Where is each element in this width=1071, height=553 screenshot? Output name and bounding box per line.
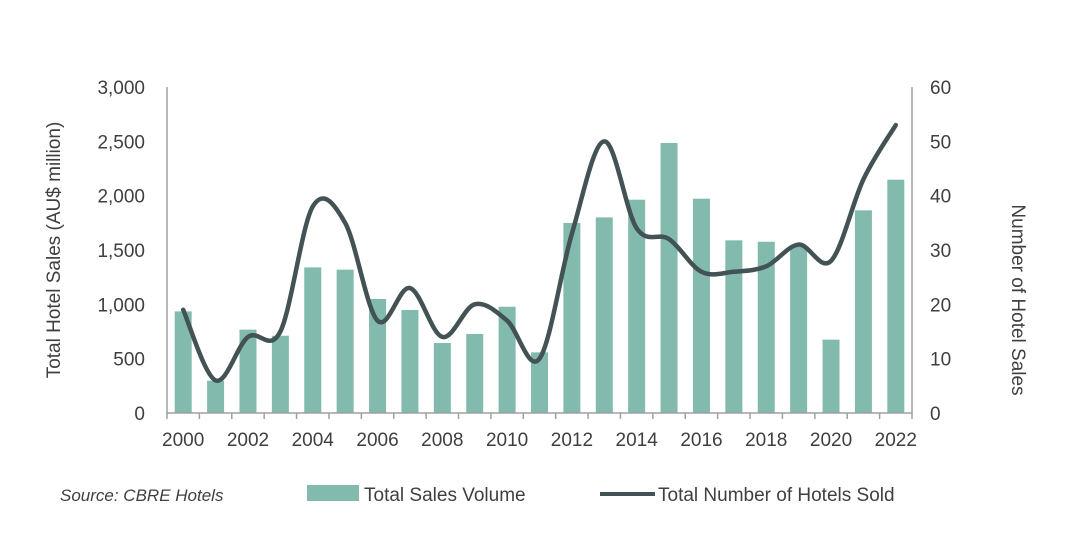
bar-2017: [725, 240, 742, 413]
y-tick-label-left: 3,000: [97, 78, 145, 99]
bar-2013: [596, 217, 613, 413]
x-tick-label: 2022: [875, 430, 917, 451]
bar-series: [175, 143, 905, 413]
bar-2004: [304, 267, 321, 413]
x-tick-label: 2012: [551, 430, 593, 451]
bar-2008: [434, 343, 451, 413]
x-tick-label: 2002: [227, 430, 269, 451]
x-tick-label: 2010: [486, 430, 528, 451]
y-tick-label-right: 20: [930, 295, 951, 316]
x-tick-label: 2016: [680, 430, 722, 451]
bar-2022: [887, 180, 904, 413]
line-series: [183, 125, 896, 381]
source-note: Source: CBRE Hotels: [60, 486, 224, 505]
y-tick-label-right: 0: [930, 404, 941, 425]
bar-2006: [369, 299, 386, 413]
bar-2020: [823, 340, 840, 413]
bar-2016: [693, 199, 710, 413]
y-tick-label-left: 500: [113, 350, 145, 371]
y-tick-label-left: 1,500: [97, 241, 145, 262]
x-tick-label: 2006: [356, 430, 398, 451]
x-tick-label: 2008: [421, 430, 463, 451]
legend-swatch-bar: [307, 485, 359, 501]
y-tick-label-right: 30: [930, 241, 951, 262]
x-tick-label: 2018: [745, 430, 787, 451]
line-hotels-sold: [183, 125, 896, 381]
x-tick-label: 2000: [162, 430, 204, 451]
bar-2005: [337, 270, 354, 413]
y-axis-title-right: Number of Hotel Sales: [1007, 204, 1028, 395]
y-tick-label-left: 1,000: [97, 295, 145, 316]
bar-2007: [401, 310, 418, 413]
y-tick-label-right: 10: [930, 350, 951, 371]
y-tick-label-left: 0: [134, 404, 145, 425]
bar-2001: [207, 381, 224, 413]
legend-label-bar: Total Sales Volume: [364, 485, 526, 506]
legend-label-line: Total Number of Hotels Sold: [658, 485, 895, 506]
y-tick-label-left: 2,000: [97, 187, 145, 208]
y-axis-title-left: Total Hotel Sales (AU$ million): [44, 122, 65, 379]
bar-2003: [272, 336, 289, 413]
x-tick-label: 2004: [292, 430, 335, 451]
y-tick-label-right: 60: [930, 78, 951, 99]
legend: Total Sales Volume Total Number of Hotel…: [307, 485, 895, 506]
x-tick-label: 2014: [616, 430, 659, 451]
y-tick-label-left: 2,500: [97, 132, 145, 153]
bar-2021: [855, 210, 872, 413]
y-tick-label-right: 50: [930, 132, 951, 153]
y-tick-label-right: 40: [930, 187, 951, 208]
bar-2009: [466, 334, 483, 413]
bar-2015: [661, 143, 678, 413]
x-tick-label: 2020: [810, 430, 852, 451]
bar-2019: [790, 246, 807, 413]
